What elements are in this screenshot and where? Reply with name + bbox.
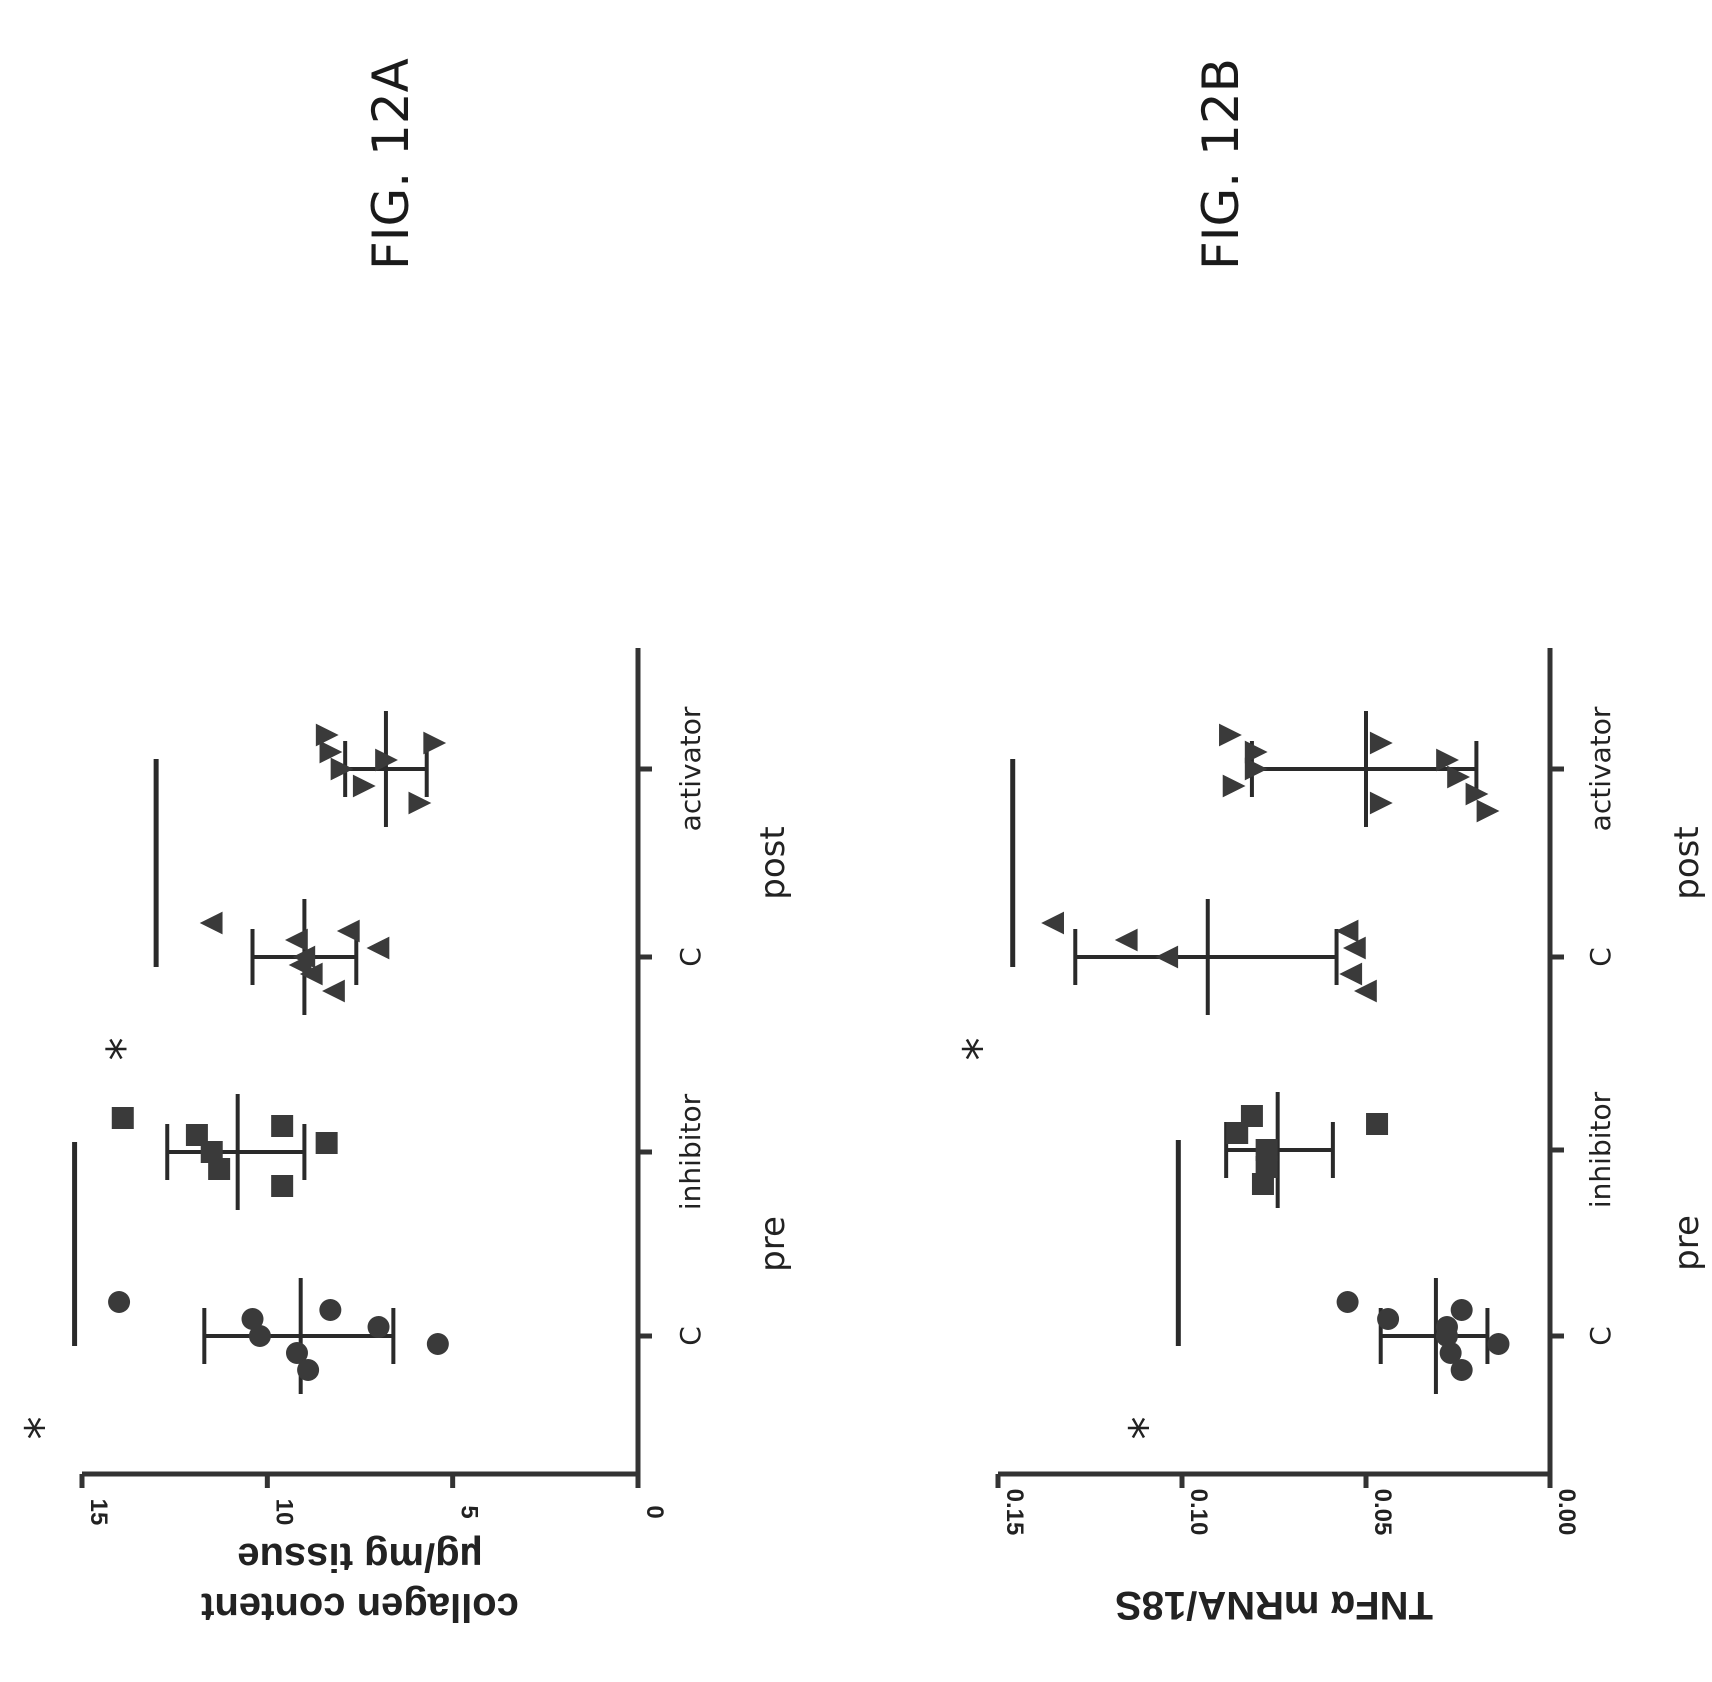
data-point	[1342, 936, 1366, 960]
data-point	[1450, 1299, 1473, 1321]
data-point	[319, 1299, 342, 1321]
data-point	[1114, 928, 1138, 952]
data-point	[367, 1316, 390, 1338]
value-tick-label: 0.15	[1001, 1489, 1028, 1536]
data-point	[1377, 1308, 1400, 1330]
data-point	[1244, 740, 1268, 764]
category-label: inhibitor	[1584, 1091, 1617, 1208]
group-label-pre: pre	[753, 1216, 793, 1272]
group-label-post: post	[1667, 826, 1707, 899]
significance-star: *	[97, 1038, 151, 1061]
data-point	[271, 1175, 294, 1197]
data-point	[408, 791, 432, 815]
value-axis-title: TNFα mRNA/18S	[1115, 1583, 1433, 1627]
value-tick-label: 0.10	[1185, 1489, 1212, 1536]
data-point	[248, 1325, 271, 1347]
value-axis-title: collagen content	[201, 1585, 519, 1629]
data-point	[1369, 731, 1393, 755]
data-point	[1450, 1359, 1473, 1381]
value-tick-label: 0.05	[1369, 1489, 1396, 1536]
data-point	[1251, 1173, 1274, 1195]
category-label: C	[674, 1326, 707, 1346]
data-point	[1255, 1139, 1278, 1161]
data-point	[1155, 945, 1179, 969]
value-axis-unit: µg/mg tissue	[237, 1535, 482, 1579]
data-point	[285, 1342, 308, 1364]
significance-star: *	[16, 1417, 70, 1440]
data-point	[108, 1291, 131, 1313]
data-point	[1041, 911, 1064, 935]
data-point	[271, 1115, 294, 1137]
data-point	[375, 748, 398, 772]
data-point	[319, 740, 343, 764]
data-point	[1436, 748, 1459, 772]
data-point	[1465, 782, 1489, 806]
data-point	[1476, 799, 1500, 823]
data-point	[111, 1107, 134, 1129]
data-point	[288, 953, 312, 977]
data-point	[1335, 919, 1359, 943]
data-point	[1435, 1316, 1458, 1338]
data-point	[1447, 765, 1470, 789]
data-point	[284, 928, 308, 952]
significance-star: *	[954, 1038, 1008, 1061]
group-label-post: post	[753, 826, 793, 899]
data-point	[208, 1158, 231, 1180]
data-point	[1354, 979, 1377, 1003]
figure-label-12b: FIG. 12B	[1192, 58, 1250, 270]
data-point	[1255, 1156, 1278, 1178]
significance-star: *	[1119, 1417, 1173, 1440]
data-point	[1226, 1122, 1249, 1144]
data-point	[336, 919, 360, 943]
data-point	[199, 911, 223, 935]
category-label: C	[674, 947, 707, 967]
data-point	[297, 1359, 320, 1381]
data-point	[185, 1124, 208, 1146]
data-point	[1244, 757, 1268, 781]
category-label: activator	[674, 706, 707, 831]
data-point	[366, 936, 390, 960]
figure-label-12a: FIG. 12A	[362, 58, 420, 270]
data-point	[1219, 723, 1242, 747]
data-point	[315, 723, 339, 747]
data-point	[1439, 1342, 1462, 1364]
data-point	[1336, 1291, 1359, 1313]
data-point	[1369, 791, 1393, 815]
data-point	[352, 774, 376, 798]
data-point	[1487, 1333, 1510, 1355]
chart-panel-12a: 0 5 10 15 collagen content µg/mg tissue Cinhib…	[16, 648, 793, 1629]
value-tick-label: 15	[85, 1499, 112, 1526]
category-label: C	[1584, 947, 1617, 967]
value-tick-label: 0	[641, 1505, 668, 1518]
data-point	[330, 757, 354, 781]
data-point	[1366, 1113, 1389, 1135]
value-tick-label: 0.00	[1553, 1489, 1580, 1536]
data-point	[423, 731, 447, 755]
data-point	[200, 1141, 223, 1163]
data-point	[1339, 962, 1363, 986]
data-point	[1222, 774, 1246, 798]
data-point	[315, 1132, 338, 1154]
group-label-pre: pre	[1667, 1215, 1707, 1271]
data-point	[1240, 1105, 1263, 1127]
category-label: C	[1584, 1326, 1617, 1346]
category-label: inhibitor	[674, 1093, 707, 1210]
value-tick-label: 10	[270, 1499, 297, 1526]
data-point	[426, 1333, 449, 1355]
value-tick-label: 5	[456, 1505, 483, 1518]
data-point	[322, 979, 345, 1003]
category-label: activator	[1584, 706, 1617, 831]
data-point	[241, 1308, 264, 1330]
